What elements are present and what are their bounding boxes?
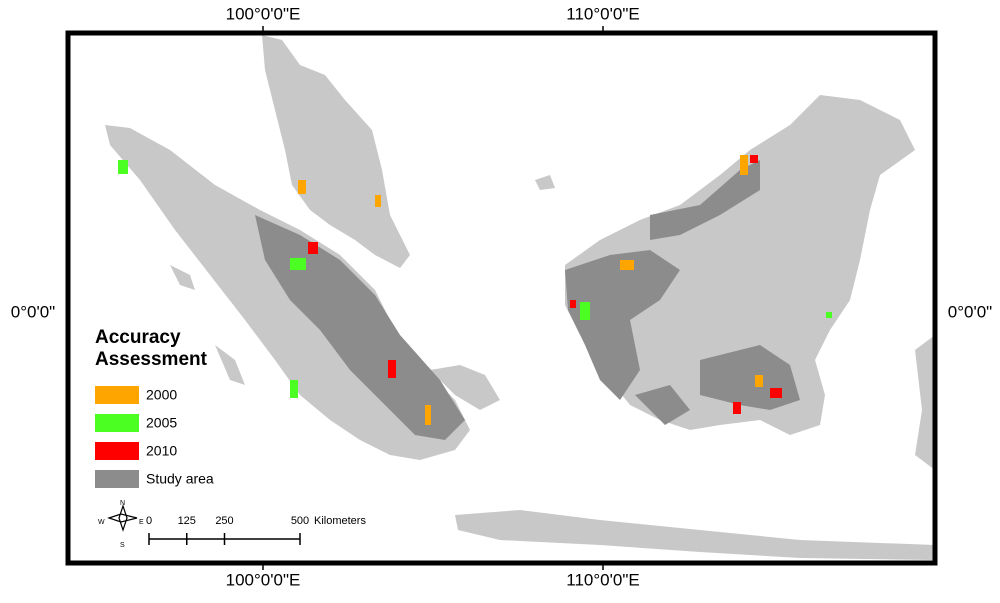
north-arrow: N S W E xyxy=(98,500,144,549)
patch xyxy=(375,195,381,207)
legend-swatch xyxy=(95,442,139,460)
scale-label: 250 xyxy=(215,515,233,527)
patch xyxy=(290,380,298,398)
scale-label: 0 xyxy=(146,515,152,527)
legend-swatch xyxy=(95,386,139,404)
patch xyxy=(620,260,634,270)
sulawesi xyxy=(915,335,935,470)
patch xyxy=(118,160,128,174)
graticule-label: 100°0'0"E xyxy=(226,570,301,589)
patch xyxy=(750,155,758,163)
study-area xyxy=(635,385,690,425)
legend-label: 2000 xyxy=(146,387,177,403)
graticule-label: 110°0'0"E xyxy=(566,570,639,589)
patch xyxy=(388,360,396,378)
patch xyxy=(308,242,318,254)
compass-w: W xyxy=(98,519,105,526)
patch xyxy=(290,258,306,270)
scale-label: 125 xyxy=(178,515,196,527)
patch xyxy=(425,405,431,425)
patch xyxy=(580,302,590,320)
compass-s: S xyxy=(120,542,125,549)
graticule-label: 110°0'0"E xyxy=(566,4,639,23)
borneo xyxy=(565,95,915,435)
graticule-label: 0°0'0" xyxy=(948,302,992,321)
patch xyxy=(826,312,832,318)
peninsula xyxy=(262,35,410,268)
island xyxy=(215,345,245,385)
bangka xyxy=(430,365,500,410)
study-area xyxy=(565,250,680,400)
patch xyxy=(733,402,741,414)
legend-label: 2010 xyxy=(146,443,177,459)
legend-swatch xyxy=(95,470,139,488)
legend-label: Study area xyxy=(146,471,214,487)
island xyxy=(170,265,195,290)
patch xyxy=(570,300,576,308)
legend-title: Assessment xyxy=(95,349,208,370)
patch xyxy=(740,155,748,175)
study-area xyxy=(650,160,760,240)
java xyxy=(455,510,935,560)
map-frame xyxy=(65,30,938,566)
patch xyxy=(298,180,306,194)
legend-swatch xyxy=(95,414,139,432)
compass-n: N xyxy=(120,500,125,507)
compass-e: E xyxy=(139,519,144,526)
patch xyxy=(755,375,763,387)
study-area xyxy=(255,215,465,440)
patch xyxy=(770,388,782,398)
graticule-label: 100°0'0"E xyxy=(226,4,301,23)
legend-title: Accuracy xyxy=(95,327,181,348)
compass-rose xyxy=(107,504,138,532)
scale-unit: Kilometers xyxy=(314,515,366,527)
class-patches xyxy=(118,155,832,425)
island xyxy=(535,175,555,190)
scale-label: 500 xyxy=(291,515,309,527)
graticule-label: 0°0'0" xyxy=(11,302,55,321)
legend-label: 2005 xyxy=(146,415,177,431)
